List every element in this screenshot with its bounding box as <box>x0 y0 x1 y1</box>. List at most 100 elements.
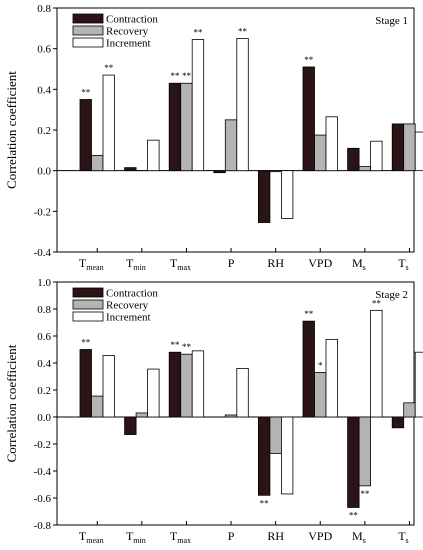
bar-contraction-tmean <box>79 99 92 172</box>
legend-label-increment: Increment <box>106 312 151 324</box>
significance-marker: ** <box>260 498 270 508</box>
bar-recovery-p <box>224 414 238 418</box>
x-tick-label-main: T <box>79 256 87 270</box>
bar-recovery-tmin <box>135 412 149 418</box>
legend-label-contraction: Contraction <box>106 288 158 300</box>
x-tick-label-sub: min <box>133 263 145 272</box>
bar-increment-tmean <box>102 355 115 418</box>
legend-label-recovery: Recovery <box>106 26 149 38</box>
bar-increment-ts <box>414 131 423 172</box>
x-tick-label-main: T <box>126 529 134 543</box>
y-tick-label: -0.4 <box>34 466 52 478</box>
chart-panel-2: -0.8 -0.6 -0.4 -0.2 0.0 0.2 0.4 0.6 0.8 1.0 Correl… <box>4 277 423 545</box>
bar-contraction-ms <box>347 416 360 508</box>
significance-marker: ** <box>170 71 180 81</box>
bar-recovery-rh <box>269 170 282 173</box>
bar-contraction-tmin <box>124 416 137 435</box>
legend-swatch-increment <box>72 37 104 48</box>
bar-increment-vpd <box>325 116 338 172</box>
x-tick-label-sub: s <box>363 536 366 545</box>
bar-recovery-vpd <box>314 134 327 172</box>
y-axis-label: Correlation coefficient <box>4 344 19 462</box>
significance-marker: ** <box>193 28 203 38</box>
bar-contraction-ts <box>391 123 405 172</box>
x-tick-label-main: T <box>170 256 178 270</box>
y-axis-label: Correlation coefficient <box>4 71 19 189</box>
y-tick-label: 0.2 <box>37 125 51 137</box>
x-tick-label-main: T <box>170 529 178 543</box>
bar-contraction-ms <box>347 147 360 172</box>
x-tick-label-sub: mean <box>86 536 103 545</box>
bar-increment-ts <box>414 351 423 418</box>
significance-marker: ** <box>81 338 91 348</box>
bar-recovery-ms <box>358 166 372 172</box>
bar-recovery-rh <box>269 416 282 454</box>
bar-recovery-ms <box>358 416 372 487</box>
y-tick-label: 0.6 <box>37 331 51 343</box>
x-tick-label-sub: s <box>406 263 409 272</box>
significance-marker: ** <box>372 298 382 308</box>
bar-contraction-tmin <box>124 167 137 172</box>
y-tick-label: 0.0 <box>37 166 51 178</box>
significance-marker: ** <box>81 88 91 98</box>
significance-marker: ** <box>182 342 192 352</box>
significance-marker: ** <box>360 489 370 499</box>
legend-swatch-contraction <box>72 287 104 298</box>
bar-increment-p <box>236 38 249 172</box>
legend-swatch-increment <box>72 311 104 322</box>
x-tick-label-main: P <box>228 256 235 270</box>
y-tick-label: -0.8 <box>34 520 52 532</box>
x-tick-label: P <box>228 256 235 270</box>
significance-marker: ** <box>238 27 248 37</box>
y-tick-label: 0.4 <box>37 84 51 96</box>
bar-increment-rh <box>280 170 294 219</box>
bar-increment-tmin <box>147 368 160 418</box>
x-tick-label-main: T <box>398 529 406 543</box>
x-tick-label: Ms <box>352 529 366 545</box>
bar-recovery-tmax <box>180 353 193 418</box>
significance-marker: ** <box>104 63 114 73</box>
bar-recovery-ts <box>403 123 416 172</box>
bar-contraction-vpd <box>302 320 315 418</box>
bar-contraction-tmax <box>168 351 182 418</box>
bar-recovery-tmean <box>91 395 104 418</box>
bar-increment-vpd <box>325 338 338 418</box>
bar-contraction-rh <box>257 170 271 223</box>
x-tick-label-main: T <box>398 256 406 270</box>
legend-label-contraction: Contraction <box>106 14 158 26</box>
bar-increment-tmean <box>102 74 115 172</box>
legend-swatch-contraction <box>72 13 104 24</box>
legend-label-increment: Increment <box>106 38 151 50</box>
y-tick-label: -0.2 <box>34 439 51 451</box>
bar-increment-tmax <box>191 39 205 172</box>
x-tick-label: VPD <box>308 256 332 270</box>
x-tick-label-sub: max <box>177 263 191 272</box>
x-tick-label: Tmean <box>79 529 104 545</box>
x-tick-label-main: T <box>126 256 134 270</box>
y-tick-label: 0.8 <box>37 304 51 316</box>
significance-marker: ** <box>182 71 192 81</box>
x-tick-label: Ms <box>352 256 366 272</box>
significance-marker: ** <box>170 340 180 350</box>
bar-increment-ms <box>370 140 383 172</box>
y-tick-label: 0.0 <box>37 412 51 424</box>
bar-recovery-ts <box>403 402 416 418</box>
x-tick-label-sub: min <box>133 536 145 545</box>
y-tick-label: 0.4 <box>37 358 51 370</box>
bar-recovery-tmax <box>180 82 193 172</box>
x-tick-label-sub: max <box>177 536 191 545</box>
x-tick-label: Tmax <box>170 256 191 272</box>
bar-increment-rh <box>280 416 294 495</box>
significance-marker: ** <box>304 55 314 65</box>
bar-contraction-tmean <box>79 349 92 418</box>
significance-marker: * <box>318 360 323 370</box>
bar-recovery-vpd <box>314 372 327 418</box>
stage-label: Stage 2 <box>375 289 408 301</box>
legend-label-recovery: Recovery <box>106 300 149 312</box>
x-tick-label: Tmean <box>79 256 104 272</box>
significance-marker: ** <box>304 309 314 319</box>
x-tick-label: P <box>228 529 235 543</box>
x-tick-label-main: RH <box>267 529 284 543</box>
